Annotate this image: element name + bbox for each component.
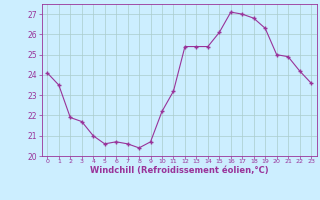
X-axis label: Windchill (Refroidissement éolien,°C): Windchill (Refroidissement éolien,°C) [90,166,268,175]
